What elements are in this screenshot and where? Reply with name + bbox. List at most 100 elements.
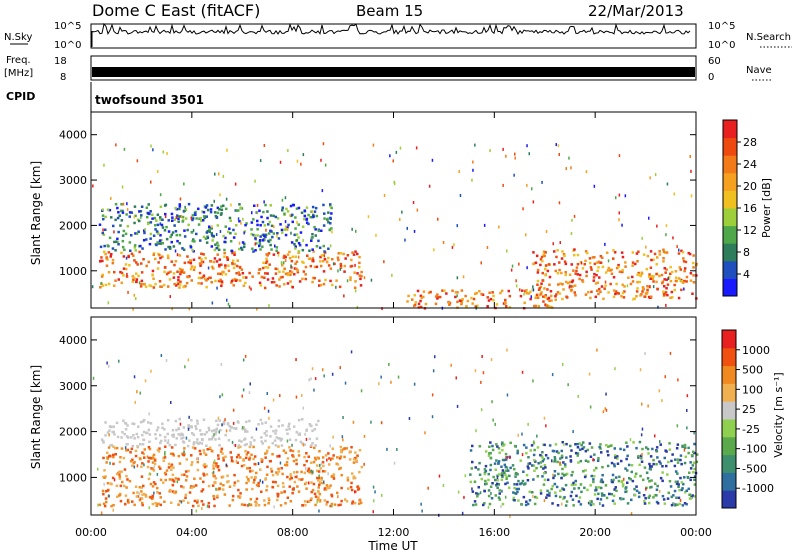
heatmap-cell (363, 462, 365, 466)
heatmap-cell (263, 503, 267, 507)
heatmap-cell (605, 392, 607, 396)
heatmap-cell (336, 491, 339, 495)
heatmap-cell (541, 475, 544, 478)
heatmap-cell (279, 504, 283, 507)
heatmap-cell (221, 452, 224, 455)
heatmap-cell (603, 287, 606, 290)
heatmap-cell (411, 298, 414, 301)
heatmap-cell (543, 499, 546, 503)
heatmap-cell (253, 462, 256, 466)
date-title: 22/Mar/2013 (588, 2, 684, 20)
heatmap-cell (139, 210, 143, 213)
heatmap-cell (246, 451, 250, 454)
heatmap-cell (337, 252, 340, 255)
heatmap-cell (333, 503, 337, 506)
heatmap-cell (677, 496, 681, 500)
heatmap-cell (670, 270, 674, 274)
heatmap-cell (151, 494, 154, 498)
heatmap-cell (290, 264, 292, 268)
heatmap-cell (236, 259, 239, 262)
heatmap-cell (488, 445, 491, 448)
heatmap-cell (208, 505, 210, 509)
heatmap-cell (358, 449, 362, 452)
heatmap-cell (192, 258, 196, 261)
heatmap-cell (521, 453, 524, 457)
heatmap-cell (202, 474, 206, 477)
heatmap-cell (301, 225, 305, 228)
colorbar-tick-label: 4 (743, 268, 750, 281)
heatmap-cell (120, 219, 124, 222)
heatmap-cell (140, 465, 143, 468)
heatmap-cell (254, 504, 258, 507)
heatmap-cell (320, 476, 323, 480)
heatmap-cell (232, 408, 235, 412)
heatmap-cell (213, 459, 216, 463)
heatmap-cell (619, 447, 622, 451)
heatmap-cell (478, 461, 481, 465)
heatmap-cell (213, 257, 217, 260)
heatmap-cell (220, 280, 224, 283)
y-tick-label: 1000 (59, 265, 87, 278)
heatmap-cell (178, 254, 182, 257)
heatmap-cell (181, 247, 184, 250)
heatmap-cell (151, 467, 154, 471)
heatmap-cell (581, 279, 584, 282)
heatmap-cell (466, 299, 470, 303)
heatmap-cell (339, 262, 343, 266)
heatmap-cell (547, 296, 551, 300)
heatmap-cell (581, 447, 584, 451)
heatmap-cell (526, 266, 528, 270)
heatmap-cell (612, 494, 616, 497)
heatmap-cell (563, 260, 567, 263)
heatmap-cell (266, 465, 269, 469)
heatmap-cell (487, 454, 491, 457)
heatmap-cell (693, 478, 696, 481)
heatmap-cell (141, 501, 144, 505)
heatmap-cell (546, 478, 550, 482)
heatmap-cell (199, 477, 202, 480)
heatmap-cell (143, 448, 146, 451)
heatmap-cell (261, 266, 265, 270)
heatmap-cell (281, 264, 284, 267)
heatmap-cell (576, 263, 580, 266)
heatmap-cell (600, 492, 604, 495)
heatmap-cell (294, 475, 297, 479)
heatmap-cell (158, 239, 162, 242)
heatmap-cell (495, 459, 498, 462)
colorbar-segment (722, 436, 736, 456)
heatmap-cell (338, 457, 342, 460)
heatmap-cell (128, 211, 132, 214)
heatmap-cell (319, 255, 322, 259)
heatmap-cell (533, 304, 536, 308)
heatmap-cell (163, 471, 167, 475)
heatmap-cell (544, 294, 547, 297)
heatmap-cell (317, 496, 320, 499)
heatmap-cell (310, 444, 313, 447)
heatmap-cell (507, 486, 511, 489)
heatmap-cell (289, 500, 293, 503)
heatmap-cell (310, 469, 312, 473)
heatmap-cell (504, 301, 507, 304)
heatmap-cell (192, 228, 195, 232)
heatmap-cell (291, 220, 294, 224)
heatmap-cell (680, 288, 683, 292)
heatmap-cell (125, 213, 128, 216)
heatmap-cell (604, 280, 607, 284)
heatmap-cell (270, 224, 274, 228)
heatmap-cell (92, 184, 94, 188)
heatmap-cell (222, 204, 225, 207)
heatmap-cell (677, 485, 680, 488)
heatmap-cell (323, 217, 326, 220)
heatmap-cell (596, 497, 599, 501)
heatmap-cell (298, 280, 302, 283)
heatmap-cell (120, 436, 123, 439)
heatmap-cell (198, 449, 202, 453)
heatmap-cell (255, 497, 259, 501)
heatmap-cell (259, 235, 262, 238)
heatmap-cell (311, 367, 314, 371)
heatmap-cell (641, 427, 644, 431)
heatmap-cell (303, 500, 307, 503)
heatmap-cell (434, 355, 436, 359)
heatmap-cell (427, 486, 429, 490)
heatmap-cell (245, 443, 248, 446)
